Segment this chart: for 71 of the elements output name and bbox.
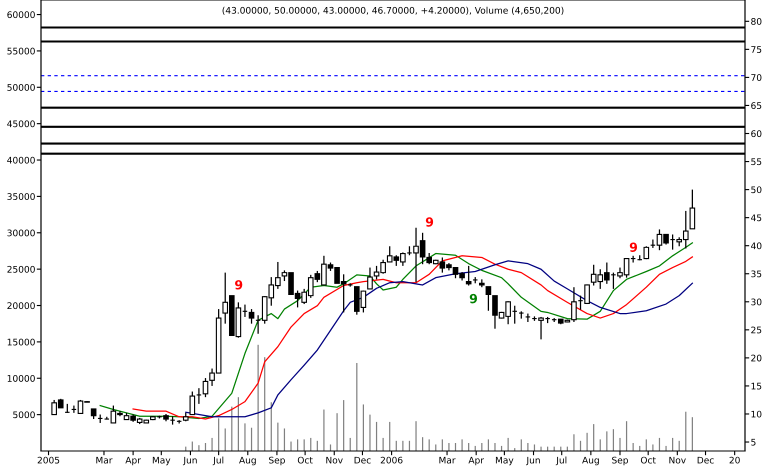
x-tick-label: Mar — [439, 456, 456, 464]
x-tick-label: Oct — [640, 456, 656, 464]
candlestick — [518, 310, 524, 320]
candlestick — [644, 246, 650, 260]
y2-tick-label: 45000 — [7, 120, 35, 128]
y-tick-label: 50 — [751, 186, 762, 194]
candlestick — [636, 254, 643, 261]
candlestick — [466, 265, 472, 286]
y-tick-label: 30 — [751, 298, 762, 306]
y2-tick-label: 50000 — [7, 84, 35, 91]
candlestick — [486, 286, 492, 312]
x-tick-label: Jun — [526, 456, 540, 466]
candlestick — [202, 377, 208, 398]
y2-tick-label: 55000 — [7, 48, 35, 54]
y-tick-label: 65 — [751, 102, 762, 110]
y2-tick-label: 40000 — [7, 156, 35, 164]
x-tick-label: Jul — [212, 456, 224, 466]
x-tick-label: Sep — [269, 456, 285, 466]
x-tick-label: 2005 — [38, 456, 60, 464]
y2-tick-label: 25000 — [7, 266, 35, 273]
annotation: 9 — [426, 217, 434, 227]
x-tick-label: Nov — [669, 456, 686, 464]
x-tick-label: Aug — [239, 456, 256, 466]
x-tick-label: Dec — [698, 456, 714, 464]
candlestick — [90, 408, 96, 420]
candlestick — [190, 390, 196, 416]
x-tick-label: Jun — [182, 456, 197, 466]
y-tick-label: 55 — [751, 158, 762, 166]
y2-tick-label: 5000 — [13, 411, 35, 418]
x-tick-label: Sep — [612, 456, 628, 466]
candlestick — [196, 388, 202, 405]
x-tick-label: Nov — [326, 456, 343, 464]
x-tick-label: 20 — [730, 456, 740, 464]
y-tick-label: 10 — [752, 410, 762, 418]
y-tick-label: 15 — [752, 382, 762, 390]
x-tick-label: Mar — [96, 456, 112, 464]
y-tick-label: 80 — [751, 18, 762, 25]
y2-tick-label: 60000 — [7, 11, 35, 18]
x-tick-label: May — [152, 456, 170, 466]
y-tick-label: 5 — [751, 438, 756, 446]
x-tick-label: Oct — [298, 456, 313, 464]
x-tick-label: Apr — [125, 456, 141, 466]
candlestick — [367, 266, 373, 290]
annotation: 9 — [470, 294, 478, 304]
y2-tick-label: 35000 — [7, 193, 35, 200]
y-tick-label: 60 — [751, 130, 762, 138]
x-tick-label: Dec — [354, 456, 371, 464]
y-tick-label: 40 — [750, 242, 762, 250]
annotation: 9 — [235, 280, 242, 290]
candlestick — [690, 188, 696, 230]
y2-tick-label: 15000 — [8, 338, 35, 346]
x-tick-label: Jul — [556, 456, 566, 466]
candlestick — [248, 308, 254, 324]
annotation: 9 — [630, 242, 638, 252]
text: (43.00000, 50.00000, 43.00000, 46.70000, +4.20000), Volume (4,650,200) — [222, 6, 564, 15]
y2-tick-label: 10000 — [8, 374, 35, 382]
y-tick-label: 20 — [751, 354, 762, 362]
x-tick-label: May — [496, 456, 514, 466]
y-tick-label: 25 — [751, 326, 762, 334]
candlestick — [472, 276, 478, 284]
y-tick-label: 75 — [751, 46, 762, 53]
y-tick-label: 45 — [750, 214, 762, 222]
y2-tick-label: 30000 — [7, 230, 35, 236]
x-tick-label: 2006 — [380, 456, 403, 464]
y-tick-label: 35 — [751, 270, 762, 278]
y2-tick-label: 20000 — [7, 302, 35, 310]
y-tick-label: 70 — [751, 74, 762, 81]
candlestick — [97, 414, 104, 424]
x-tick-label: Aug — [582, 456, 599, 466]
candlestick — [64, 403, 70, 414]
x-tick-label: Apr — [468, 456, 484, 466]
